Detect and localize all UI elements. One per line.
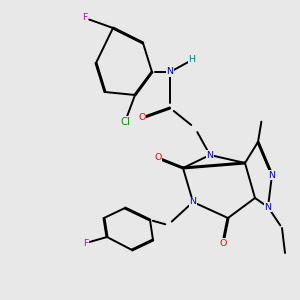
Text: N: N bbox=[265, 202, 272, 211]
Text: N: N bbox=[268, 170, 275, 179]
Text: N: N bbox=[167, 68, 173, 76]
Text: N: N bbox=[190, 197, 196, 206]
Text: H: H bbox=[188, 56, 196, 64]
Text: N: N bbox=[206, 151, 214, 160]
Text: O: O bbox=[154, 154, 162, 163]
Text: N: N bbox=[206, 151, 214, 160]
Text: F: F bbox=[82, 14, 88, 22]
Text: O: O bbox=[219, 238, 227, 247]
Text: F: F bbox=[83, 238, 89, 247]
Text: Cl: Cl bbox=[120, 117, 130, 127]
Text: O: O bbox=[138, 113, 146, 122]
